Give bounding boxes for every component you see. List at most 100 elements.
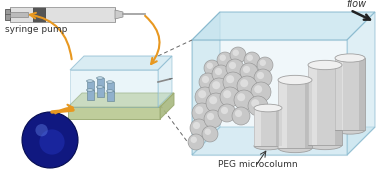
Circle shape — [223, 90, 231, 98]
Polygon shape — [107, 82, 113, 92]
Ellipse shape — [96, 77, 104, 79]
Circle shape — [36, 124, 48, 136]
Ellipse shape — [254, 104, 282, 112]
Bar — [33, 7, 45, 22]
Circle shape — [226, 59, 244, 77]
Circle shape — [254, 69, 272, 87]
Bar — [5, 9, 10, 20]
Polygon shape — [335, 58, 365, 130]
Polygon shape — [68, 93, 174, 107]
Circle shape — [217, 52, 233, 68]
Circle shape — [244, 52, 260, 68]
Text: syringe pump: syringe pump — [5, 25, 67, 34]
Circle shape — [243, 66, 250, 73]
Circle shape — [237, 93, 245, 101]
Polygon shape — [254, 108, 261, 146]
Text: flow: flow — [346, 0, 366, 9]
Circle shape — [260, 60, 266, 66]
Polygon shape — [192, 12, 375, 40]
Circle shape — [246, 55, 253, 61]
Circle shape — [229, 62, 236, 69]
Circle shape — [251, 99, 259, 107]
Circle shape — [192, 103, 212, 123]
Polygon shape — [308, 65, 316, 145]
Circle shape — [190, 119, 208, 137]
Ellipse shape — [335, 54, 365, 62]
Circle shape — [188, 134, 204, 150]
Circle shape — [220, 87, 240, 107]
Ellipse shape — [107, 81, 113, 83]
Circle shape — [212, 65, 230, 83]
Ellipse shape — [308, 140, 342, 150]
Circle shape — [251, 82, 271, 102]
Bar — [10, 7, 115, 22]
Polygon shape — [278, 80, 287, 148]
Circle shape — [237, 76, 257, 96]
Circle shape — [254, 85, 262, 93]
Polygon shape — [68, 107, 160, 119]
Circle shape — [209, 78, 229, 98]
Circle shape — [191, 137, 197, 143]
Circle shape — [240, 79, 248, 87]
Circle shape — [223, 72, 243, 92]
Ellipse shape — [308, 60, 342, 70]
Circle shape — [202, 126, 218, 142]
Circle shape — [230, 47, 246, 63]
Ellipse shape — [335, 126, 365, 134]
Circle shape — [22, 112, 78, 168]
Circle shape — [240, 63, 258, 81]
Polygon shape — [254, 108, 282, 146]
Circle shape — [204, 128, 211, 135]
Circle shape — [234, 90, 254, 110]
Polygon shape — [278, 80, 312, 148]
Polygon shape — [335, 65, 342, 145]
Circle shape — [257, 72, 264, 79]
Circle shape — [202, 76, 209, 83]
Polygon shape — [96, 87, 104, 97]
Polygon shape — [335, 58, 342, 130]
Circle shape — [39, 129, 65, 155]
Circle shape — [198, 90, 206, 98]
Polygon shape — [107, 91, 113, 101]
Circle shape — [235, 110, 242, 117]
Circle shape — [232, 50, 239, 56]
Circle shape — [226, 75, 234, 83]
Circle shape — [204, 110, 222, 128]
Circle shape — [195, 87, 215, 107]
Polygon shape — [192, 12, 220, 155]
Polygon shape — [276, 108, 282, 146]
Polygon shape — [347, 12, 375, 155]
Polygon shape — [70, 56, 172, 70]
Circle shape — [207, 113, 214, 120]
Ellipse shape — [87, 80, 93, 82]
Circle shape — [206, 63, 213, 69]
Ellipse shape — [87, 89, 93, 91]
Bar — [10, 12, 28, 17]
Circle shape — [232, 107, 250, 125]
Text: PEG microcolumn: PEG microcolumn — [218, 160, 298, 169]
Circle shape — [195, 106, 203, 114]
Polygon shape — [96, 78, 104, 88]
Circle shape — [193, 122, 200, 129]
Circle shape — [248, 96, 268, 116]
Ellipse shape — [278, 143, 312, 153]
Polygon shape — [305, 80, 312, 148]
Circle shape — [212, 81, 220, 89]
Circle shape — [215, 68, 222, 75]
Polygon shape — [70, 70, 158, 107]
Polygon shape — [192, 40, 347, 155]
Circle shape — [221, 107, 228, 114]
Polygon shape — [87, 81, 93, 91]
Polygon shape — [158, 56, 172, 107]
Circle shape — [209, 96, 217, 104]
Circle shape — [206, 93, 226, 113]
Circle shape — [220, 55, 226, 61]
Circle shape — [218, 104, 236, 122]
Polygon shape — [359, 58, 365, 130]
Polygon shape — [308, 65, 342, 145]
Polygon shape — [192, 127, 375, 155]
Circle shape — [204, 60, 220, 76]
Polygon shape — [87, 90, 93, 100]
Polygon shape — [115, 10, 123, 19]
Polygon shape — [160, 93, 174, 119]
